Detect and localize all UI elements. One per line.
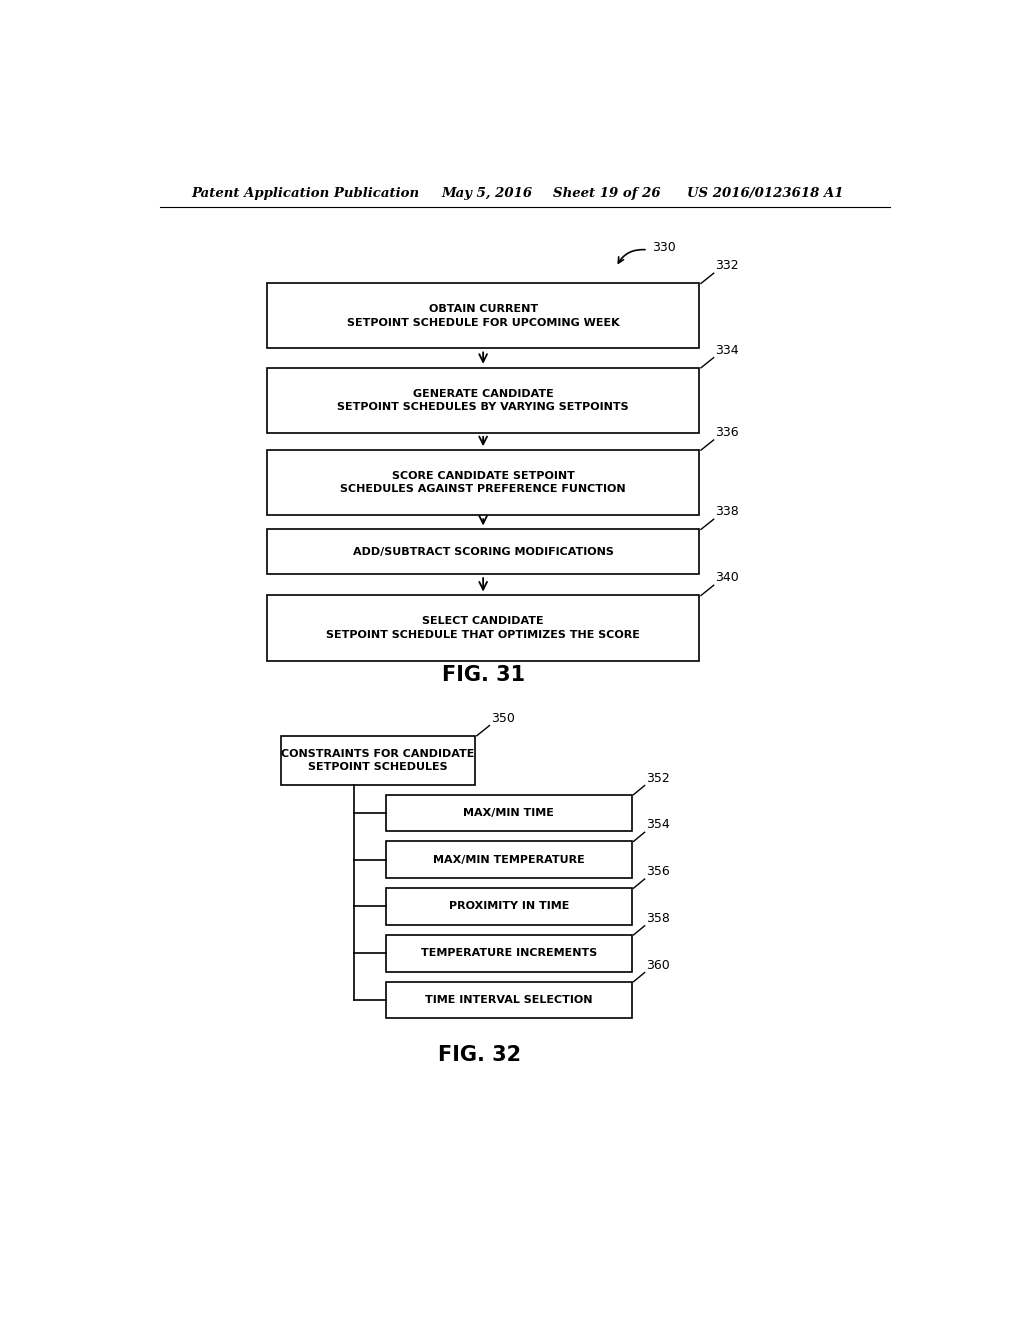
Text: FIG. 31: FIG. 31: [441, 665, 524, 685]
Bar: [267, 450, 699, 515]
Text: May 5, 2016: May 5, 2016: [441, 187, 532, 201]
Bar: [267, 368, 699, 433]
Bar: [386, 982, 632, 1018]
Bar: [267, 284, 699, 348]
Text: CONSTRAINTS FOR CANDIDATE
SETPOINT SCHEDULES: CONSTRAINTS FOR CANDIDATE SETPOINT SCHED…: [282, 748, 475, 772]
Text: FIG. 32: FIG. 32: [437, 1045, 521, 1065]
Bar: [267, 529, 699, 574]
Text: Sheet 19 of 26: Sheet 19 of 26: [553, 187, 660, 201]
Text: 360: 360: [646, 958, 670, 972]
Text: TEMPERATURE INCREMENTS: TEMPERATURE INCREMENTS: [421, 948, 597, 958]
Bar: [386, 888, 632, 925]
Text: 356: 356: [646, 865, 670, 878]
Bar: [267, 595, 699, 660]
Text: 336: 336: [715, 426, 739, 440]
Text: 340: 340: [715, 572, 739, 585]
Bar: [281, 735, 475, 784]
Text: PROXIMITY IN TIME: PROXIMITY IN TIME: [449, 902, 569, 912]
Text: SCORE CANDIDATE SETPOINT
SCHEDULES AGAINST PREFERENCE FUNCTION: SCORE CANDIDATE SETPOINT SCHEDULES AGAIN…: [340, 471, 626, 494]
Bar: [386, 935, 632, 972]
Text: US 2016/0123618 A1: US 2016/0123618 A1: [687, 187, 844, 201]
Text: 358: 358: [646, 912, 670, 925]
Text: 330: 330: [652, 242, 676, 255]
Text: 332: 332: [715, 259, 739, 272]
Text: MAX/MIN TIME: MAX/MIN TIME: [464, 808, 554, 818]
Text: SELECT CANDIDATE
SETPOINT SCHEDULE THAT OPTIMIZES THE SCORE: SELECT CANDIDATE SETPOINT SCHEDULE THAT …: [327, 616, 640, 640]
Text: 352: 352: [646, 771, 670, 784]
Text: GENERATE CANDIDATE
SETPOINT SCHEDULES BY VARYING SETPOINTS: GENERATE CANDIDATE SETPOINT SCHEDULES BY…: [337, 388, 629, 412]
Bar: [386, 795, 632, 832]
Text: OBTAIN CURRENT
SETPOINT SCHEDULE FOR UPCOMING WEEK: OBTAIN CURRENT SETPOINT SCHEDULE FOR UPC…: [347, 305, 620, 327]
Text: 334: 334: [715, 343, 739, 356]
Text: 338: 338: [715, 506, 739, 519]
Text: MAX/MIN TEMPERATURE: MAX/MIN TEMPERATURE: [433, 855, 585, 865]
Text: ADD/SUBTRACT SCORING MODIFICATIONS: ADD/SUBTRACT SCORING MODIFICATIONS: [352, 546, 613, 557]
Text: 350: 350: [492, 711, 515, 725]
Bar: [386, 841, 632, 878]
Text: Patent Application Publication: Patent Application Publication: [191, 187, 420, 201]
Text: TIME INTERVAL SELECTION: TIME INTERVAL SELECTION: [425, 995, 593, 1005]
Text: 354: 354: [646, 818, 670, 832]
